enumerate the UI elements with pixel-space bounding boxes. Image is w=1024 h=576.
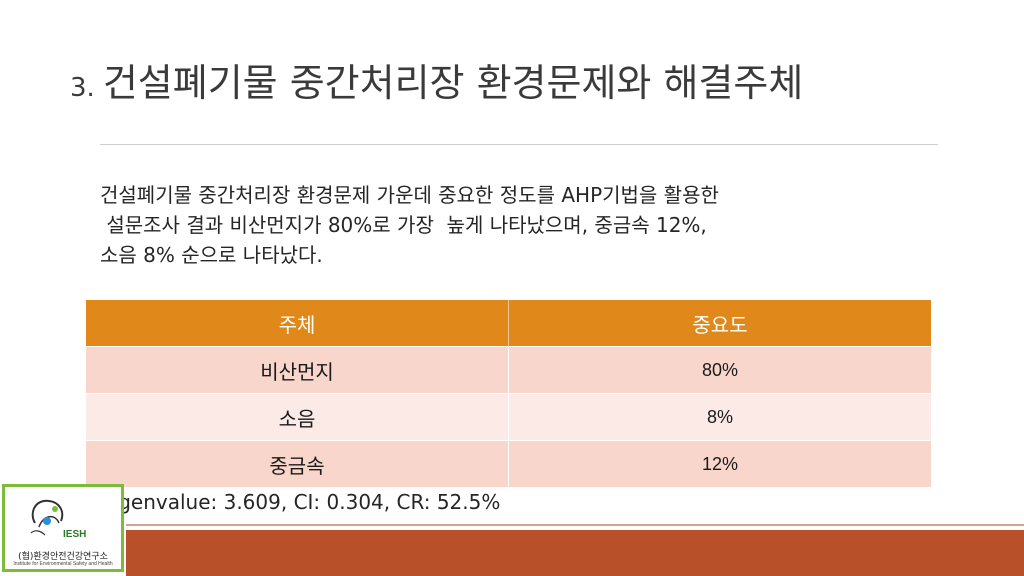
logo-name-ko: (협)환경안전건강연구소	[18, 552, 108, 562]
logo-abbr: IESH	[63, 529, 87, 540]
logo-name-en: Institute for Environmental Safety and H…	[13, 561, 113, 567]
cell-importance: 8%	[508, 393, 931, 441]
body-paragraph: 건설폐기물 중간처리장 환경문제 가운데 중요한 정도를 AHP기법을 활용한 …	[100, 180, 960, 270]
title-text: 건설폐기물 중간처리장 환경문제와 해결주체	[102, 61, 804, 105]
footer-bar	[126, 530, 1024, 576]
header-importance: 중요도	[508, 300, 931, 347]
logo-emblem-icon	[30, 499, 64, 536]
slide-title: 3. 건설폐기물 중간처리장 환경문제와 해결주체	[70, 52, 803, 107]
body-line: 설문조사 결과 비산먼지가 80%로 가장 높게 나타났으며, 중금속 12%,	[100, 213, 707, 237]
importance-table: 주체 중요도 비산먼지 80% 소음 8% 중금속 12%	[86, 300, 931, 487]
cell-subject: 비산먼지	[86, 346, 509, 394]
eigenvalue-stats: Eigenvalue: 3.609, CI: 0.304, CR: 52.5%	[100, 490, 501, 514]
header-subject: 주체	[86, 300, 509, 347]
footer-line	[126, 524, 1024, 526]
cell-importance: 12%	[508, 440, 931, 487]
cell-importance: 80%	[508, 346, 931, 394]
table-row: 중금속 12%	[86, 440, 931, 487]
body-line: 건설폐기물 중간처리장 환경문제 가운데 중요한 정도를 AHP기법을 활용한	[100, 183, 719, 207]
cell-subject: 중금속	[86, 440, 509, 487]
title-number: 3.	[70, 73, 95, 103]
iesh-logo: IESH (협)환경안전건강연구소 Institute for Environm…	[2, 484, 124, 572]
body-line: 소음 8% 순으로 나타났다.	[100, 243, 323, 267]
cell-subject: 소음	[86, 393, 509, 441]
table-row: 비산먼지 80%	[86, 346, 931, 394]
table-header-row: 주체 중요도	[86, 300, 931, 347]
table-row: 소음 8%	[86, 393, 931, 441]
title-divider	[100, 144, 938, 145]
